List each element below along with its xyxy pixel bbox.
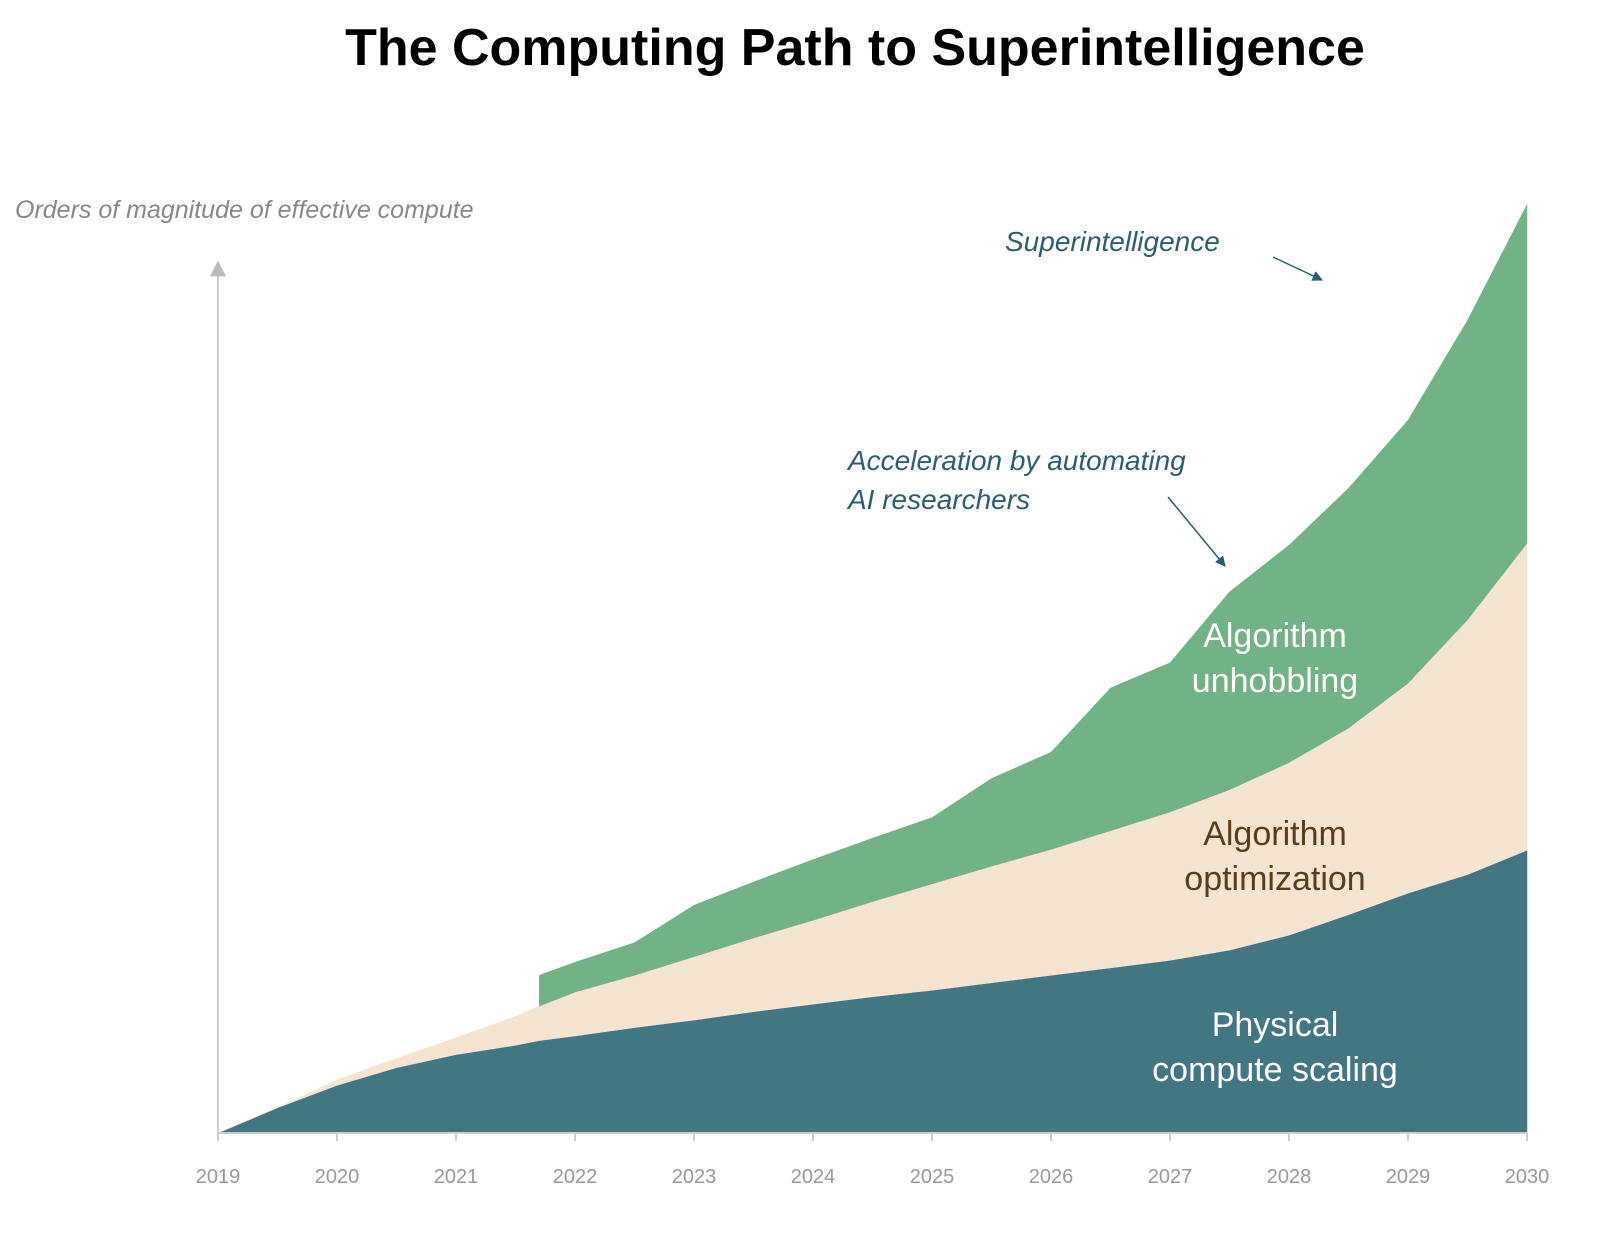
annotation: Superintelligence — [1005, 226, 1220, 257]
annotation-arrow — [1167, 496, 1226, 567]
x-tick-label: 2029 — [1386, 1166, 1431, 1188]
area — [539, 204, 1528, 1007]
x-tick-label: 2021 — [434, 1166, 479, 1188]
x-tick-label: 2030 — [1505, 1166, 1550, 1188]
series-label: Algorithm unhobbling — [1191, 617, 1359, 700]
x-tick-label: 2028 — [1267, 1166, 1312, 1188]
annotation-arrow — [1272, 256, 1323, 281]
annotation: Acceleration by automating AI researcher… — [848, 445, 1186, 515]
x-tick-label: 2022 — [553, 1166, 598, 1188]
x-tick-label: 2027 — [1148, 1166, 1193, 1188]
series-label: Physical compute scaling — [1152, 1006, 1398, 1089]
chart-title: The Computing Path to Superintelligence — [345, 19, 1365, 77]
x-tick-label: 2020 — [315, 1166, 360, 1188]
x-tick-label: 2023 — [672, 1166, 717, 1188]
x-tick-label: 2026 — [1029, 1166, 1074, 1188]
series-label: Algorithm optimization — [1184, 815, 1366, 898]
x-tick-label: 2024 — [791, 1166, 836, 1188]
y-axis-label: Orders of magnitude of effective compute — [15, 196, 474, 224]
x-tick-label: 2025 — [910, 1166, 955, 1188]
x-tick-label: 2019 — [196, 1166, 241, 1188]
